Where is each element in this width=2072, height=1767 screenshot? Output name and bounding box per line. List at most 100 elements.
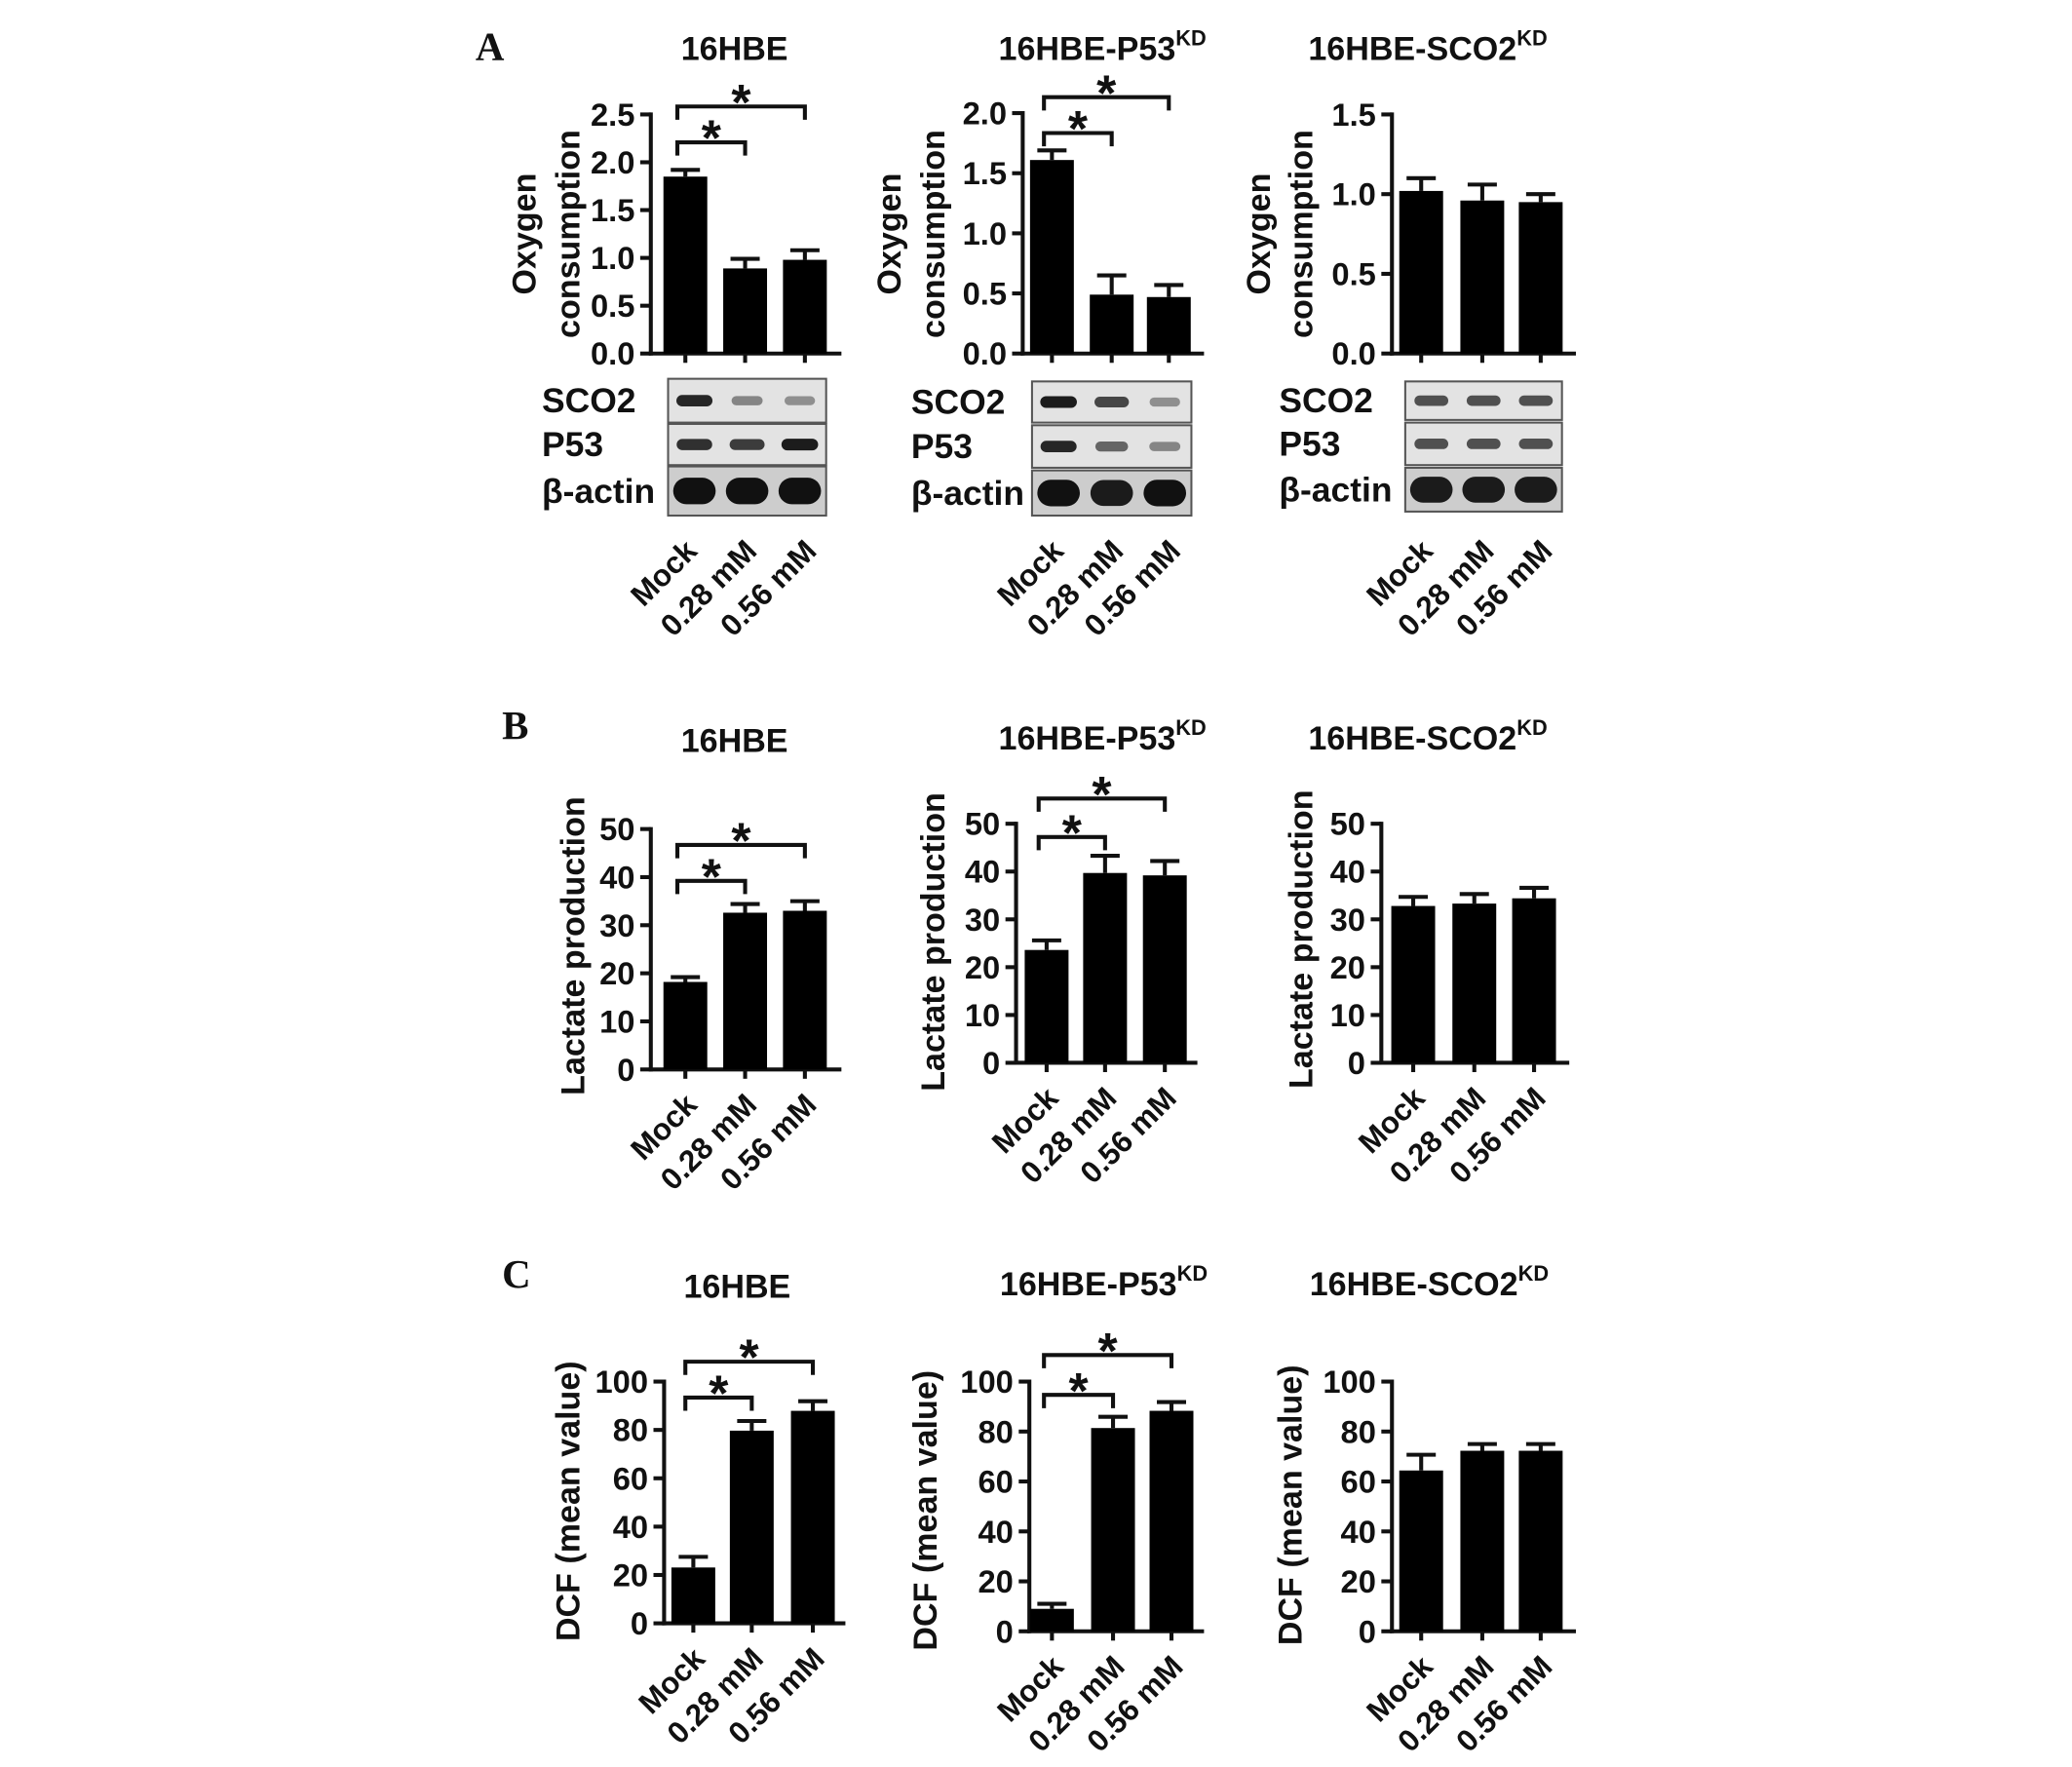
bar (671, 1567, 715, 1624)
significance-bracket (1036, 796, 1168, 812)
y-tick-label: 100 (960, 1364, 1014, 1400)
blot-label: P53 (1279, 424, 1340, 463)
error-bar (737, 1418, 767, 1431)
blot-band (1094, 441, 1129, 452)
y-tick-label: 50 (599, 811, 634, 847)
y-tick-label: 20 (1330, 949, 1365, 985)
bar (1460, 200, 1505, 354)
blot-band (731, 396, 763, 405)
bar (1512, 898, 1556, 1063)
chart-title-main: 16HBE-SCO2 (1308, 31, 1516, 68)
error-bar (1399, 895, 1429, 906)
bar (783, 259, 827, 354)
significance-star: * (1068, 100, 1089, 157)
y-tick-label: 0 (1359, 1613, 1376, 1649)
error-bar (1031, 938, 1061, 950)
significance-bracket (683, 1395, 754, 1411)
chart-b-2: 16HBE-P53KD Lactate production 0 10 20 30 40 50… (915, 715, 1207, 1190)
y-tick-label: 60 (613, 1460, 648, 1496)
y-tick-label: 60 (1341, 1464, 1376, 1500)
error-bar (671, 975, 701, 982)
y-tick-label: 2.0 (591, 144, 634, 180)
error-bar (798, 1399, 828, 1411)
bar (1452, 903, 1497, 1063)
y-axis-label: consumption (550, 130, 587, 338)
blot-label: P53 (542, 425, 603, 464)
error-bar (1459, 892, 1489, 904)
y-tick-label: 0.5 (591, 288, 634, 324)
y-tick-label: 0 (617, 1052, 634, 1088)
significance-star: * (702, 110, 722, 167)
blot-band (1462, 477, 1506, 503)
chart-title-main: 16HBE-P53 (1000, 1266, 1177, 1303)
chart-title-main: 16HBE-SCO2 (1310, 1266, 1518, 1303)
y-tick-label: 60 (978, 1464, 1013, 1500)
chart-title: 16HBE-SCO2KD (1308, 26, 1547, 68)
error-bar (1467, 182, 1497, 201)
chart-title-superscript: KD (1518, 1261, 1549, 1286)
significance-bracket (674, 878, 748, 895)
y-tick-label: 80 (1341, 1413, 1376, 1449)
y-tick-label: 80 (613, 1412, 648, 1448)
bar (783, 910, 827, 1070)
y-tick-label: 1.5 (591, 192, 634, 228)
chart-title: 16HBE (683, 1269, 790, 1306)
blot-band (1414, 395, 1449, 406)
chart-a-2: 16HBE-P53KD Oxygen consumption 0.0 0.5 1.0 1.5… (871, 26, 1207, 643)
bar (729, 1430, 774, 1624)
y-axis-label: DCF (mean value) (907, 1370, 944, 1651)
y-axis-label: consumption (1284, 130, 1321, 338)
chart-title-superscript: KD (1516, 26, 1547, 51)
chart-title: 16HBE-P53KD (999, 715, 1207, 757)
y-axis-label: Oxygen (506, 173, 543, 295)
error-bar (1157, 1400, 1186, 1411)
error-bar (1098, 1414, 1129, 1429)
chart-b-3: 16HBE-SCO2KD Lactate production 0 10 20 30 40 5… (1284, 715, 1570, 1190)
bar (1024, 949, 1069, 1063)
bar (723, 268, 768, 354)
y-tick-label: 20 (613, 1556, 648, 1593)
error-bar (1037, 1601, 1067, 1609)
bar (1083, 872, 1128, 1063)
chart-title: 16HBE-SCO2KD (1310, 1261, 1549, 1303)
error-bar (1525, 192, 1555, 203)
y-tick-label: 40 (965, 854, 1000, 890)
significance-star: * (1096, 64, 1117, 121)
chart-title: 16HBE (681, 723, 788, 760)
bar (1391, 905, 1436, 1063)
error-bar (1406, 175, 1437, 191)
blot-band (1518, 439, 1554, 449)
chart-title-main: 16HBE (681, 31, 788, 68)
bar (1029, 160, 1074, 354)
y-tick-label: 1.5 (963, 155, 1007, 191)
blot-band (1149, 397, 1180, 407)
y-tick-label: 10 (965, 997, 1000, 1033)
y-tick-label: 80 (978, 1413, 1013, 1449)
blot-band (729, 439, 765, 450)
y-tick-label: 0.5 (963, 276, 1007, 312)
y-axis-label: consumption (915, 130, 952, 338)
blot-band (1040, 441, 1077, 453)
y-tick-label: 10 (599, 1003, 634, 1039)
blot-band (1414, 439, 1449, 449)
blot-band (676, 439, 712, 450)
error-bar (1467, 1441, 1497, 1451)
chart-title-superscript: KD (1175, 715, 1206, 740)
y-axis-label: DCF (mean value) (1273, 1364, 1310, 1645)
blot-band (778, 478, 822, 505)
significance-bracket (1036, 834, 1107, 851)
bar (1399, 190, 1443, 354)
y-tick-label: 50 (1330, 806, 1365, 842)
significance-star: * (1098, 1323, 1119, 1379)
significance-bracket (1042, 1393, 1116, 1408)
significance-star: * (731, 74, 751, 131)
blot-label: SCO2 (542, 381, 635, 420)
error-bar (789, 899, 820, 911)
blot-band (1143, 480, 1186, 507)
y-tick-label: 1.0 (591, 240, 634, 276)
error-bar (789, 248, 820, 260)
western-blot: SCO2 P53 β-actin (1279, 380, 1563, 513)
bar (790, 1410, 835, 1624)
